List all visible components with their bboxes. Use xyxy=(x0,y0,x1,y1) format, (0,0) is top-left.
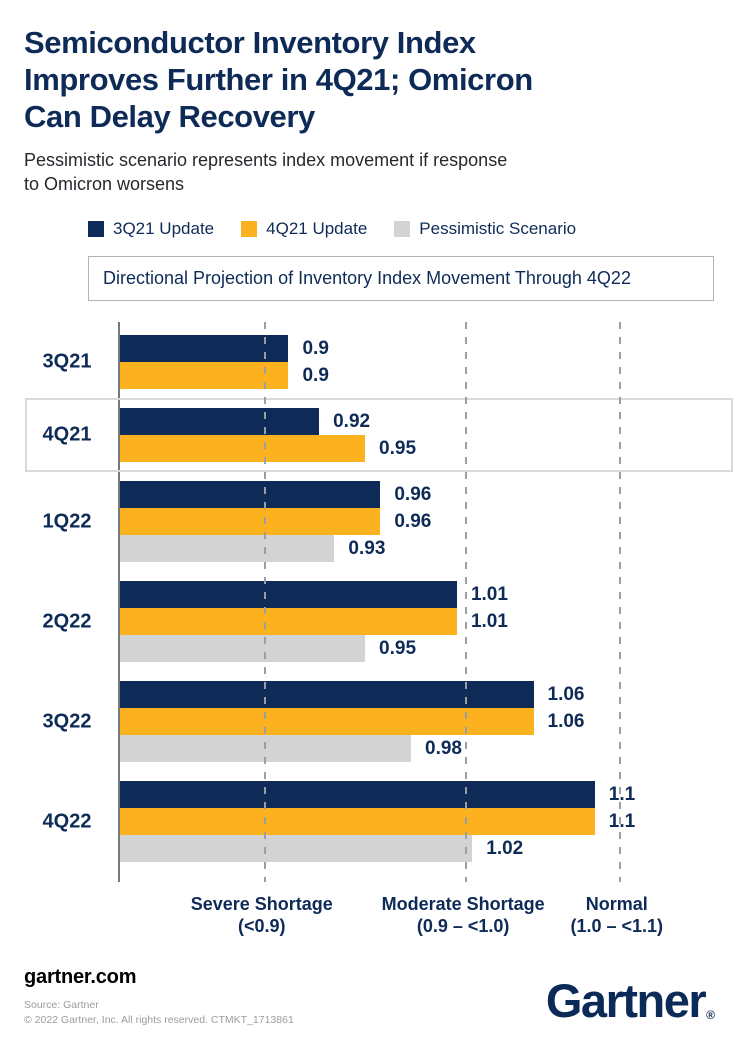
bar-group: 1Q22 0.96 0.96 0.93 xyxy=(43,481,702,562)
bar xyxy=(120,635,366,662)
bar xyxy=(120,335,289,362)
legend: 3Q21 Update 4Q21 Update Pessimistic Scenar… xyxy=(88,219,714,239)
value-label: 0.93 xyxy=(348,537,386,559)
zone-name: Moderate Shortage xyxy=(381,894,545,914)
category-label: 2Q22 xyxy=(42,610,92,632)
bar xyxy=(120,781,595,808)
page-subtitle: Pessimistic scenario represents index mo… xyxy=(24,148,714,196)
legend-label: 3Q21 Update xyxy=(113,219,215,238)
bar-row: 1.1 xyxy=(120,781,702,808)
bar xyxy=(120,681,534,708)
bar xyxy=(120,362,289,389)
category-label: 3Q21 xyxy=(42,350,92,373)
zone-name: Severe Shortage xyxy=(190,894,333,914)
bar-row: 0.95 xyxy=(120,635,702,662)
footer-site: gartner.com xyxy=(24,966,137,988)
subtitle-line-1: Pessimistic scenario represents index mo… xyxy=(24,150,508,170)
value-label: 1.06 xyxy=(547,683,585,705)
bar-group: 2Q22 1.01 1.01 0.95 xyxy=(43,581,702,662)
bar-row: 0.95 xyxy=(120,435,702,462)
value-label: 0.95 xyxy=(379,637,417,659)
bar-row: 0.93 xyxy=(120,535,702,562)
footer-copyright: © 2022 Gartner, Inc. All rights reserved… xyxy=(24,1014,294,1026)
bar-group: 3Q21 0.9 0.9 xyxy=(43,335,702,389)
plot: 3Q21 0.9 0.9 4Q21 0.92 0.95 1Q22 0.96 0.96 0.93 2Q… xyxy=(25,322,733,882)
value-label: 0.9 xyxy=(302,337,329,359)
bar xyxy=(120,808,595,835)
category-label: 3Q22 xyxy=(42,710,92,732)
legend-swatch-icon xyxy=(241,221,258,237)
gartner-logo-text: Gartner xyxy=(545,974,707,1027)
bar-row: 1.06 xyxy=(120,708,702,735)
title-line-1: Semiconductor Inventory Index xyxy=(24,25,476,60)
value-label: 0.9 xyxy=(302,364,329,386)
category-label: 4Q22 xyxy=(42,810,92,832)
zone-label: Normal (1.0 – <1.1) xyxy=(570,893,663,937)
subtitle-line-2: to Omicron worsens xyxy=(24,174,185,194)
bar-row: 0.9 xyxy=(120,362,702,389)
bar-row: 1.06 xyxy=(120,681,702,708)
bar-group: 3Q22 1.06 1.06 0.98 xyxy=(43,681,702,762)
gartner-logo: Gartner® xyxy=(545,974,715,1027)
page-title: Semiconductor Inventory Index Improves F… xyxy=(24,24,714,135)
value-label: 1.01 xyxy=(470,583,508,605)
bar-row: 0.98 xyxy=(120,735,702,762)
legend-label: 4Q21 Update xyxy=(266,219,368,238)
bar xyxy=(120,581,457,608)
zone-labels: Severe Shortage (<0.9) Moderate Shortage (0… xyxy=(118,893,700,941)
value-label: 0.98 xyxy=(425,737,462,759)
zone-label: Moderate Shortage (0.9 – <1.0) xyxy=(382,893,545,937)
bar-row: 0.9 xyxy=(120,335,702,362)
footer-notes: Source: Gartner © 2022 Gartner, Inc. All… xyxy=(24,998,714,1028)
value-label: 1.01 xyxy=(470,610,508,632)
legend-item: Pessimistic Scenario xyxy=(394,219,576,239)
value-label: 0.95 xyxy=(379,437,417,459)
category-label: 4Q21 xyxy=(42,423,92,446)
footer-source: Source: Gartner xyxy=(24,999,99,1011)
category-label: 1Q22 xyxy=(42,510,92,532)
title-line-2: Improves Further in 4Q21; Omicron xyxy=(24,62,533,97)
value-label: 0.96 xyxy=(394,510,432,532)
bar-group: 4Q21 0.92 0.95 xyxy=(25,398,733,472)
chart: 3Q21 0.9 0.9 4Q21 0.92 0.95 1Q22 0.96 0.96 0.93 2Q… xyxy=(24,322,733,941)
zone-name: Normal xyxy=(585,894,648,914)
bar xyxy=(120,508,381,535)
callout-box: Directional Projection of Inventory Inde… xyxy=(88,256,714,301)
bar xyxy=(120,835,473,862)
legend-item: 4Q21 Update xyxy=(241,219,367,239)
legend-label: Pessimistic Scenario xyxy=(419,219,577,238)
bar xyxy=(120,735,411,762)
bar xyxy=(120,408,320,435)
highlight-frame xyxy=(25,398,733,472)
legend-swatch-icon xyxy=(394,221,411,237)
bar-row: 1.02 xyxy=(120,835,702,862)
bar-row: 0.96 xyxy=(120,508,702,535)
zone-range: (0.9 – <1.0) xyxy=(416,916,510,936)
bar xyxy=(120,535,335,562)
legend-item: 3Q21 Update xyxy=(88,219,214,239)
registered-mark-icon: ® xyxy=(706,1008,715,1022)
value-label: 1.1 xyxy=(608,783,636,805)
bar xyxy=(120,708,534,735)
bar xyxy=(120,608,457,635)
bar-row: 1.1 xyxy=(120,808,702,835)
value-label: 1.06 xyxy=(547,710,585,732)
bar-row: 1.01 xyxy=(120,608,702,635)
legend-swatch-icon xyxy=(88,221,104,237)
zone-label: Severe Shortage (<0.9) xyxy=(191,893,333,937)
zone-range: (1.0 – <1.1) xyxy=(570,916,664,936)
bar xyxy=(120,481,381,508)
bar-row: 1.01 xyxy=(120,581,702,608)
zone-range: (<0.9) xyxy=(237,916,286,936)
value-label: 0.92 xyxy=(333,410,371,432)
bar xyxy=(120,435,366,462)
title-line-3: Can Delay Recovery xyxy=(24,99,315,134)
value-label: 1.1 xyxy=(608,810,636,832)
value-label: 1.02 xyxy=(486,837,524,859)
bar-row: 0.92 xyxy=(120,408,702,435)
bar-group: 4Q22 1.1 1.1 1.02 xyxy=(43,781,702,862)
value-label: 0.96 xyxy=(394,483,432,505)
bar-row: 0.96 xyxy=(120,481,702,508)
